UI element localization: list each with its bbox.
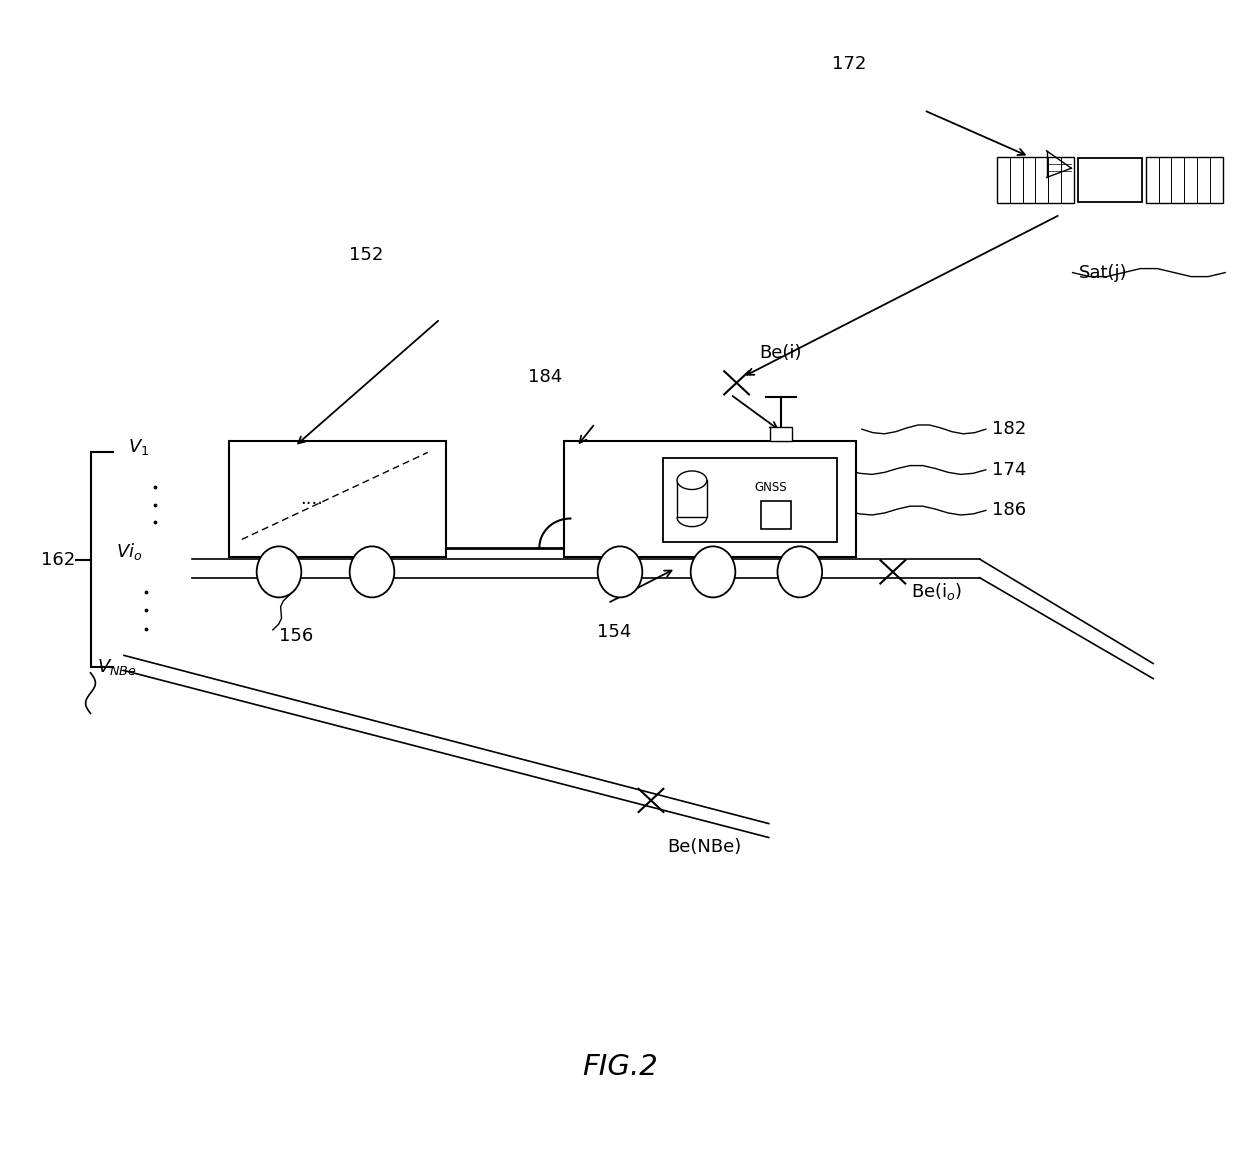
Text: ....: .... [300, 490, 324, 508]
Text: 174: 174 [992, 461, 1027, 479]
Bar [770, 427, 792, 441]
Text: 184: 184 [528, 368, 563, 386]
Text: 162: 162 [41, 551, 76, 570]
Text: 156: 156 [279, 626, 314, 645]
Bar [677, 480, 707, 517]
Ellipse shape [598, 546, 642, 597]
Text: 182: 182 [992, 420, 1027, 438]
Bar [997, 157, 1074, 203]
Text: Be(NBe): Be(NBe) [667, 838, 742, 856]
Text: $V_{NBe}$: $V_{NBe}$ [97, 657, 136, 677]
Ellipse shape [257, 546, 301, 597]
Text: Be(i$_o$): Be(i$_o$) [911, 581, 962, 602]
Text: 154: 154 [596, 623, 631, 641]
Ellipse shape [691, 546, 735, 597]
Bar [229, 441, 446, 557]
Bar [564, 441, 856, 557]
Text: RX: RX [763, 506, 779, 519]
Bar [1078, 158, 1142, 202]
Ellipse shape [777, 546, 822, 597]
Text: $Vi_o$: $Vi_o$ [117, 541, 143, 561]
Text: 186: 186 [992, 501, 1027, 520]
Text: 172: 172 [832, 55, 867, 73]
Ellipse shape [677, 471, 707, 490]
Text: Be(i): Be(i) [759, 343, 801, 362]
Text: $V_1$: $V_1$ [128, 436, 149, 457]
Bar [663, 458, 837, 542]
Text: FIG.2: FIG.2 [582, 1053, 658, 1081]
Ellipse shape [350, 546, 394, 597]
Bar [1146, 157, 1223, 203]
Text: 152: 152 [348, 246, 383, 264]
Text: Sat(j): Sat(j) [1079, 263, 1127, 282]
Bar [761, 501, 791, 529]
Text: GNSS: GNSS [755, 481, 787, 494]
